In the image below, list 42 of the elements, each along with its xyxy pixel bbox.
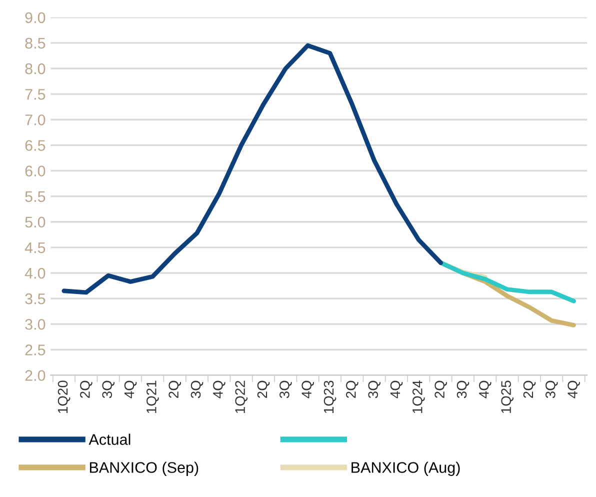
x-tick-label: 1Q21 (146, 380, 159, 414)
x-tick-label: 2Q (434, 380, 447, 398)
x-tick-label: 4Q (390, 380, 403, 398)
x-tick-label: 2Q (257, 380, 270, 398)
x-tick-label: 4Q (124, 380, 137, 398)
x-tick-label: 2Q (346, 380, 358, 398)
x-tick-label: 4Q (568, 380, 580, 398)
x-tick-label: 3Q (545, 380, 558, 398)
x-tick-label: 1Q22 (235, 380, 248, 414)
legend-label: BANXICO (Sep) (90, 462, 198, 476)
x-tick-label: 3Q (102, 380, 115, 398)
x-tick-label: 4Q (302, 380, 314, 398)
y-tick-label: 6.0 (25, 166, 46, 176)
y-tick-label: 3.5 (25, 293, 46, 304)
x-tick-label: 2Q (523, 380, 536, 398)
y-tick-label: 7.0 (25, 114, 46, 126)
x-tick-label: 3Q (280, 380, 292, 398)
y-tick-label: 6.5 (25, 140, 46, 151)
x-tick-label: 4Q (213, 380, 226, 398)
x-tick-label: 3Q (368, 380, 380, 398)
y-tick-label: 2.0 (25, 370, 46, 381)
y-tick-label: 2.5 (25, 344, 46, 356)
x-tick-label: 1Q23 (324, 380, 336, 414)
y-tick-label: 3.0 (25, 318, 46, 330)
y-tick-label: 4.0 (24, 268, 46, 279)
y-tick-label: 7.5 (25, 89, 46, 100)
legend-label: Actual (88, 434, 130, 445)
legend-label: BANXICO (Aug) (352, 462, 460, 476)
y-tick-label: 5.0 (25, 216, 46, 228)
y-tick-label: 8.5 (25, 38, 46, 49)
x-tick-label: 1Q24 (412, 380, 425, 414)
x-tick-label: 3Q (456, 380, 470, 398)
x-tick-label: 2Q (80, 380, 92, 398)
x-tick-label: 3Q (190, 380, 204, 398)
y-tick-label: 4.5 (24, 242, 46, 254)
y-tick-label: 9.0 (25, 12, 46, 24)
y-tick-label: 8.0 (25, 63, 46, 74)
x-tick-label: 2Q (168, 380, 181, 398)
x-tick-label: 1Q25 (501, 380, 514, 414)
x-tick-label: 4Q (478, 380, 492, 398)
x-tick-label: 1Q20 (58, 380, 70, 414)
y-tick-label: 5.5 (25, 191, 46, 202)
